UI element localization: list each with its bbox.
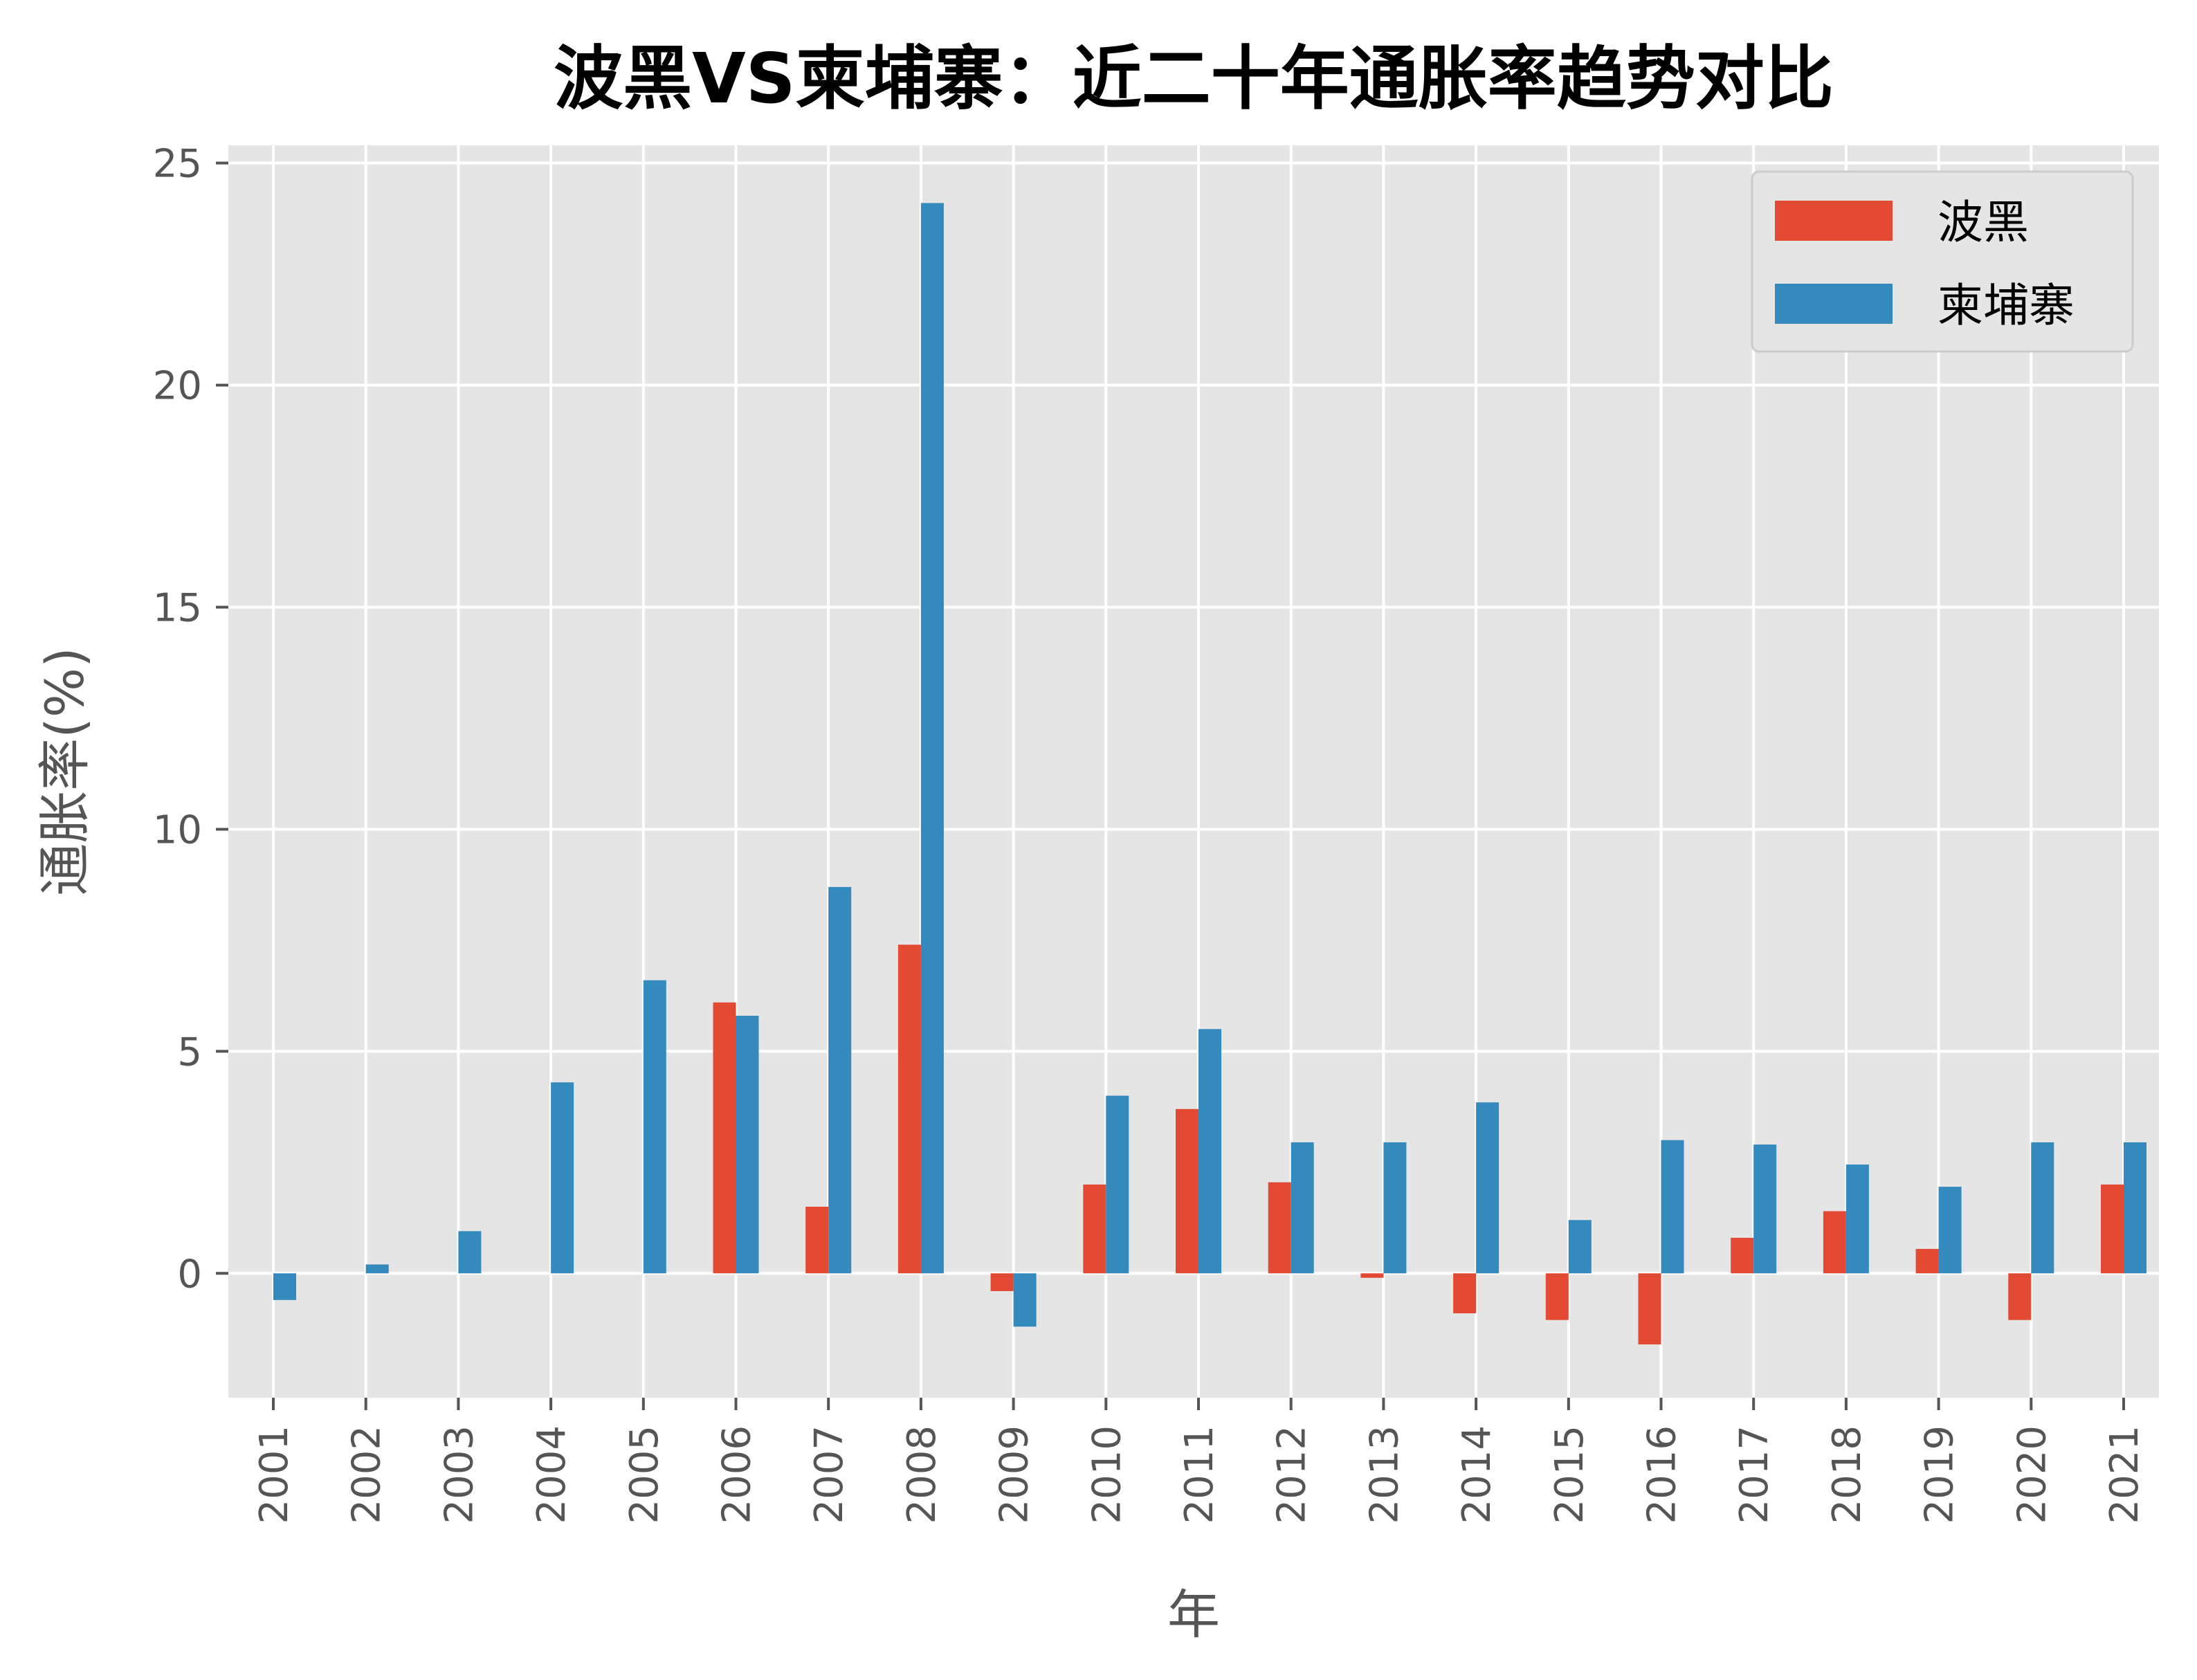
bar-bosnia bbox=[1638, 1273, 1661, 1344]
x-tick-label: 2001 bbox=[252, 1425, 297, 1524]
y-tick-label: 5 bbox=[177, 1030, 202, 1075]
y-tick-label: 0 bbox=[177, 1252, 202, 1297]
y-axis-title: 通胀率(%) bbox=[34, 647, 95, 896]
y-tick-label: 25 bbox=[153, 142, 202, 187]
x-tick-label: 2018 bbox=[1825, 1425, 1870, 1524]
bars bbox=[273, 203, 2146, 1344]
bar-cambodia bbox=[1661, 1140, 1684, 1274]
bar-bosnia bbox=[2008, 1273, 2032, 1320]
chart-title: 波黑VS柬埔寨：近二十年通胀率趋势对比 bbox=[554, 38, 1833, 119]
bar-bosnia bbox=[1453, 1273, 1477, 1314]
x-tick-label: 2009 bbox=[992, 1425, 1037, 1524]
x-axis-title: 年 bbox=[1167, 1584, 1220, 1645]
x-tick-label: 2016 bbox=[1640, 1425, 1685, 1524]
bar-cambodia bbox=[1198, 1029, 1221, 1274]
bar-bosnia bbox=[1268, 1182, 1291, 1274]
bar-bosnia bbox=[1915, 1248, 1939, 1274]
x-tick-label: 2013 bbox=[1362, 1425, 1407, 1524]
bar-cambodia bbox=[2124, 1142, 2146, 1274]
bar-cambodia bbox=[920, 203, 944, 1274]
bar-bosnia bbox=[897, 944, 921, 1274]
bar-bosnia bbox=[713, 1002, 736, 1274]
bar-cambodia bbox=[1291, 1142, 1314, 1274]
x-tick-label: 2010 bbox=[1084, 1425, 1129, 1524]
bar-cambodia bbox=[551, 1082, 574, 1274]
bar-bosnia bbox=[990, 1273, 1014, 1291]
legend-label-bosnia: 波黑 bbox=[1938, 196, 2029, 249]
bar-cambodia bbox=[1845, 1165, 1869, 1274]
bar-bosnia bbox=[1823, 1211, 1846, 1274]
axes: 0 5 10 15 20 25 2001 2002 2003 2004 2005 2006 2007 20… bbox=[153, 142, 2147, 1524]
x-tick-label: 2002 bbox=[345, 1425, 390, 1524]
x-tick-label: 2005 bbox=[622, 1425, 667, 1524]
bar-cambodia bbox=[1753, 1144, 1777, 1274]
legend-swatch-cambodia bbox=[1775, 284, 1893, 324]
bar-bosnia bbox=[1360, 1273, 1384, 1278]
x-tick-label: 2003 bbox=[437, 1425, 482, 1524]
bar-bosnia bbox=[1176, 1108, 1198, 1274]
bar-bosnia bbox=[1083, 1184, 1106, 1274]
x-tick-label: 2008 bbox=[900, 1425, 945, 1524]
legend-label-cambodia: 柬埔寨 bbox=[1938, 279, 2075, 332]
bar-bosnia bbox=[1545, 1273, 1569, 1320]
x-tick-label: 2015 bbox=[1547, 1425, 1592, 1524]
x-tick-label: 2014 bbox=[1455, 1425, 1499, 1524]
bar-cambodia bbox=[458, 1231, 482, 1274]
bar-cambodia bbox=[1568, 1220, 1592, 1274]
x-tick-label: 2012 bbox=[1270, 1425, 1315, 1524]
bar-cambodia bbox=[643, 980, 666, 1274]
bar-cambodia bbox=[1476, 1102, 1499, 1274]
bar-cambodia bbox=[1938, 1187, 1962, 1274]
bar-cambodia bbox=[736, 1016, 759, 1274]
bar-bosnia bbox=[1731, 1237, 1754, 1274]
legend-swatch-bosnia bbox=[1775, 201, 1893, 241]
bar-cambodia bbox=[1106, 1095, 1129, 1274]
y-tick-label: 10 bbox=[153, 807, 202, 852]
x-tick-label: 2019 bbox=[1917, 1425, 1962, 1524]
y-tick-label: 15 bbox=[153, 586, 202, 631]
bar-cambodia bbox=[828, 886, 852, 1274]
x-tick-label: 2020 bbox=[2009, 1425, 2054, 1524]
bar-cambodia bbox=[1383, 1142, 1407, 1274]
bar-cambodia bbox=[365, 1264, 389, 1274]
x-tick-label: 2021 bbox=[2102, 1425, 2147, 1524]
bar-bosnia bbox=[805, 1207, 829, 1274]
x-tick-label: 2004 bbox=[529, 1425, 574, 1524]
x-tick-label: 2017 bbox=[1732, 1425, 1777, 1524]
bar-bosnia bbox=[2101, 1184, 2124, 1274]
x-tick-label: 2007 bbox=[807, 1425, 852, 1524]
x-tick-label: 2011 bbox=[1177, 1425, 1222, 1524]
x-tick-label: 2006 bbox=[715, 1425, 760, 1524]
bar-cambodia bbox=[273, 1273, 296, 1300]
bar-cambodia bbox=[1013, 1273, 1037, 1327]
bar-cambodia bbox=[2031, 1142, 2054, 1274]
y-tick-label: 20 bbox=[153, 364, 202, 409]
legend: 波黑 柬埔寨 bbox=[1751, 170, 2134, 353]
